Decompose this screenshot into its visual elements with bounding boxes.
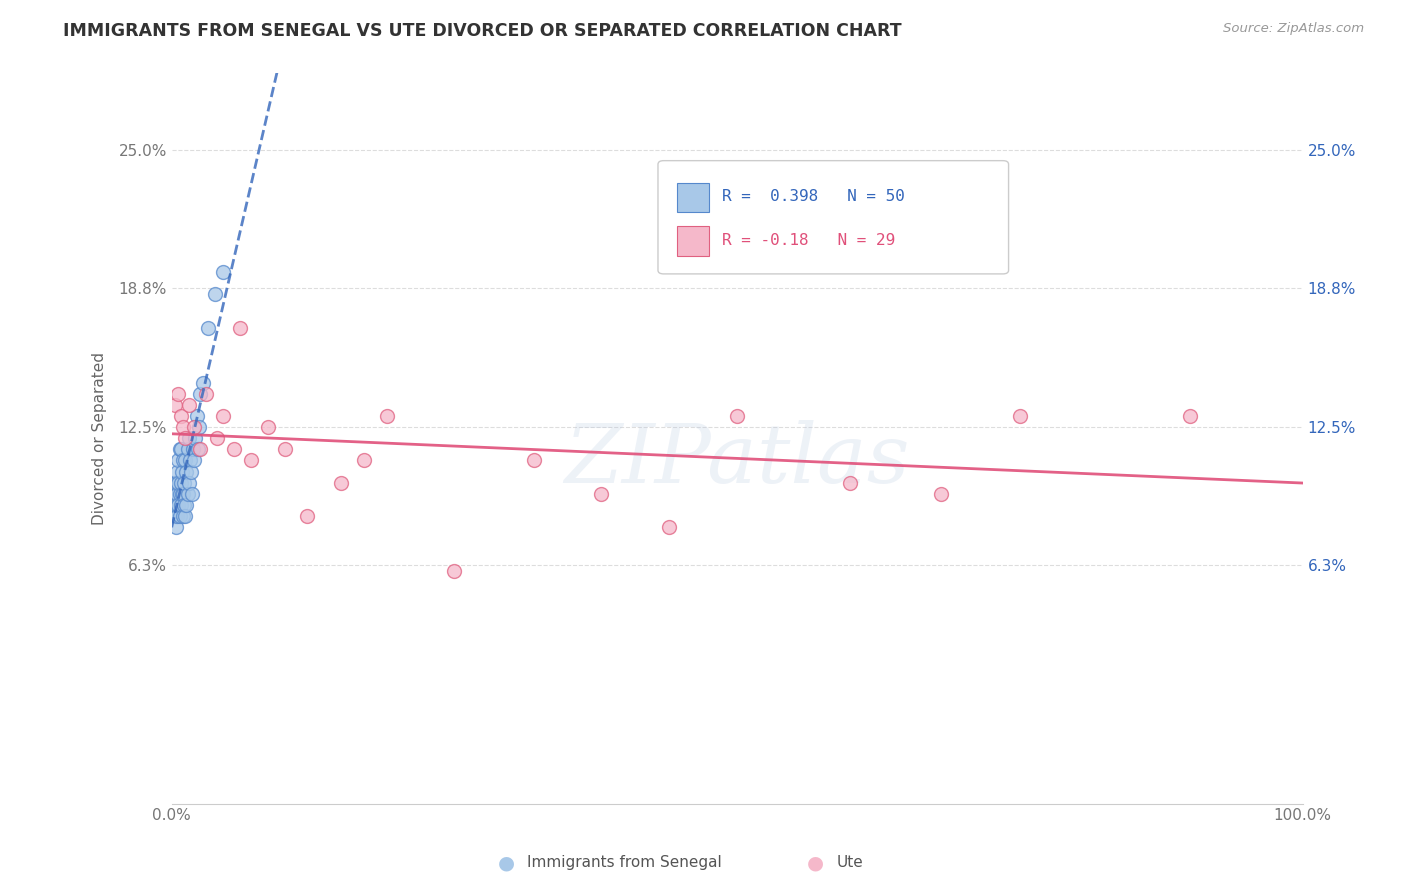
Point: [174, 431, 197, 445]
Point: [239, 453, 262, 467]
Point: [929, 486, 952, 500]
Point: [658, 520, 681, 534]
Text: IMMIGRANTS FROM SENEGAL VS UTE DIVORCED OR SEPARATED CORRELATION CHART: IMMIGRANTS FROM SENEGAL VS UTE DIVORCED …: [63, 22, 901, 40]
Text: ●: ●: [498, 853, 515, 872]
Point: [172, 508, 194, 523]
Point: [222, 442, 245, 457]
Point: [163, 475, 186, 490]
Text: Immigrants from Senegal: Immigrants from Senegal: [527, 855, 723, 870]
Point: [187, 420, 209, 434]
Point: [170, 498, 193, 512]
Point: [169, 486, 191, 500]
Point: [165, 486, 187, 500]
Point: [166, 486, 188, 500]
Point: [228, 320, 250, 334]
Point: [165, 475, 187, 490]
Point: [162, 486, 184, 500]
Point: [188, 387, 211, 401]
Text: Source: ZipAtlas.com: Source: ZipAtlas.com: [1223, 22, 1364, 36]
Point: [176, 486, 198, 500]
Point: [177, 475, 200, 490]
Text: Ute: Ute: [837, 855, 863, 870]
Point: [297, 508, 319, 523]
Point: [375, 409, 398, 424]
Point: [1178, 409, 1201, 424]
Point: [167, 498, 190, 512]
Point: [188, 442, 211, 457]
Text: R =  0.398   N = 50: R = 0.398 N = 50: [723, 189, 905, 204]
Point: [256, 420, 278, 434]
Point: [174, 453, 197, 467]
Point: [353, 453, 375, 467]
Text: R = -0.18   N = 29: R = -0.18 N = 29: [723, 233, 896, 248]
Point: [166, 465, 188, 479]
Point: [205, 431, 228, 445]
Point: [167, 387, 190, 401]
Point: [177, 398, 200, 412]
Point: [174, 508, 197, 523]
Point: [443, 564, 465, 578]
Point: [522, 453, 544, 467]
Point: [169, 508, 191, 523]
Point: [1008, 409, 1031, 424]
Point: [197, 320, 219, 334]
Point: [591, 486, 613, 500]
Point: [274, 442, 297, 457]
Point: [180, 465, 202, 479]
Point: [170, 465, 193, 479]
Point: [167, 453, 190, 467]
Point: [163, 498, 186, 512]
Point: [183, 453, 205, 467]
Point: [173, 475, 195, 490]
Point: [183, 420, 205, 434]
Point: [165, 398, 187, 412]
Point: [170, 486, 193, 500]
Point: [176, 442, 198, 457]
Point: [177, 431, 200, 445]
FancyBboxPatch shape: [658, 161, 1008, 274]
Point: [176, 498, 198, 512]
Point: [167, 475, 190, 490]
Bar: [678, 227, 709, 256]
Point: [165, 498, 187, 512]
Point: [725, 409, 748, 424]
Point: [194, 387, 217, 401]
Point: [330, 475, 353, 490]
Point: [166, 508, 188, 523]
Point: [172, 453, 194, 467]
Point: [181, 486, 204, 500]
Point: [187, 442, 209, 457]
Point: [211, 265, 233, 279]
Point: [181, 442, 204, 457]
Point: [211, 409, 233, 424]
Point: [170, 409, 193, 424]
Point: [172, 486, 194, 500]
Point: [165, 475, 187, 490]
Point: [193, 376, 215, 390]
Bar: [678, 183, 709, 211]
Point: [839, 475, 862, 490]
Text: ZIPatlas: ZIPatlas: [564, 420, 910, 500]
Point: [179, 453, 201, 467]
Point: [170, 475, 193, 490]
Point: [186, 409, 208, 424]
Point: [184, 431, 207, 445]
Text: ●: ●: [807, 853, 824, 872]
Point: [165, 520, 187, 534]
Point: [172, 420, 194, 434]
Y-axis label: Divorced or Separated: Divorced or Separated: [93, 351, 107, 524]
Point: [165, 508, 187, 523]
Point: [173, 498, 195, 512]
Point: [176, 465, 198, 479]
Point: [204, 287, 226, 301]
Point: [170, 442, 193, 457]
Point: [169, 442, 191, 457]
